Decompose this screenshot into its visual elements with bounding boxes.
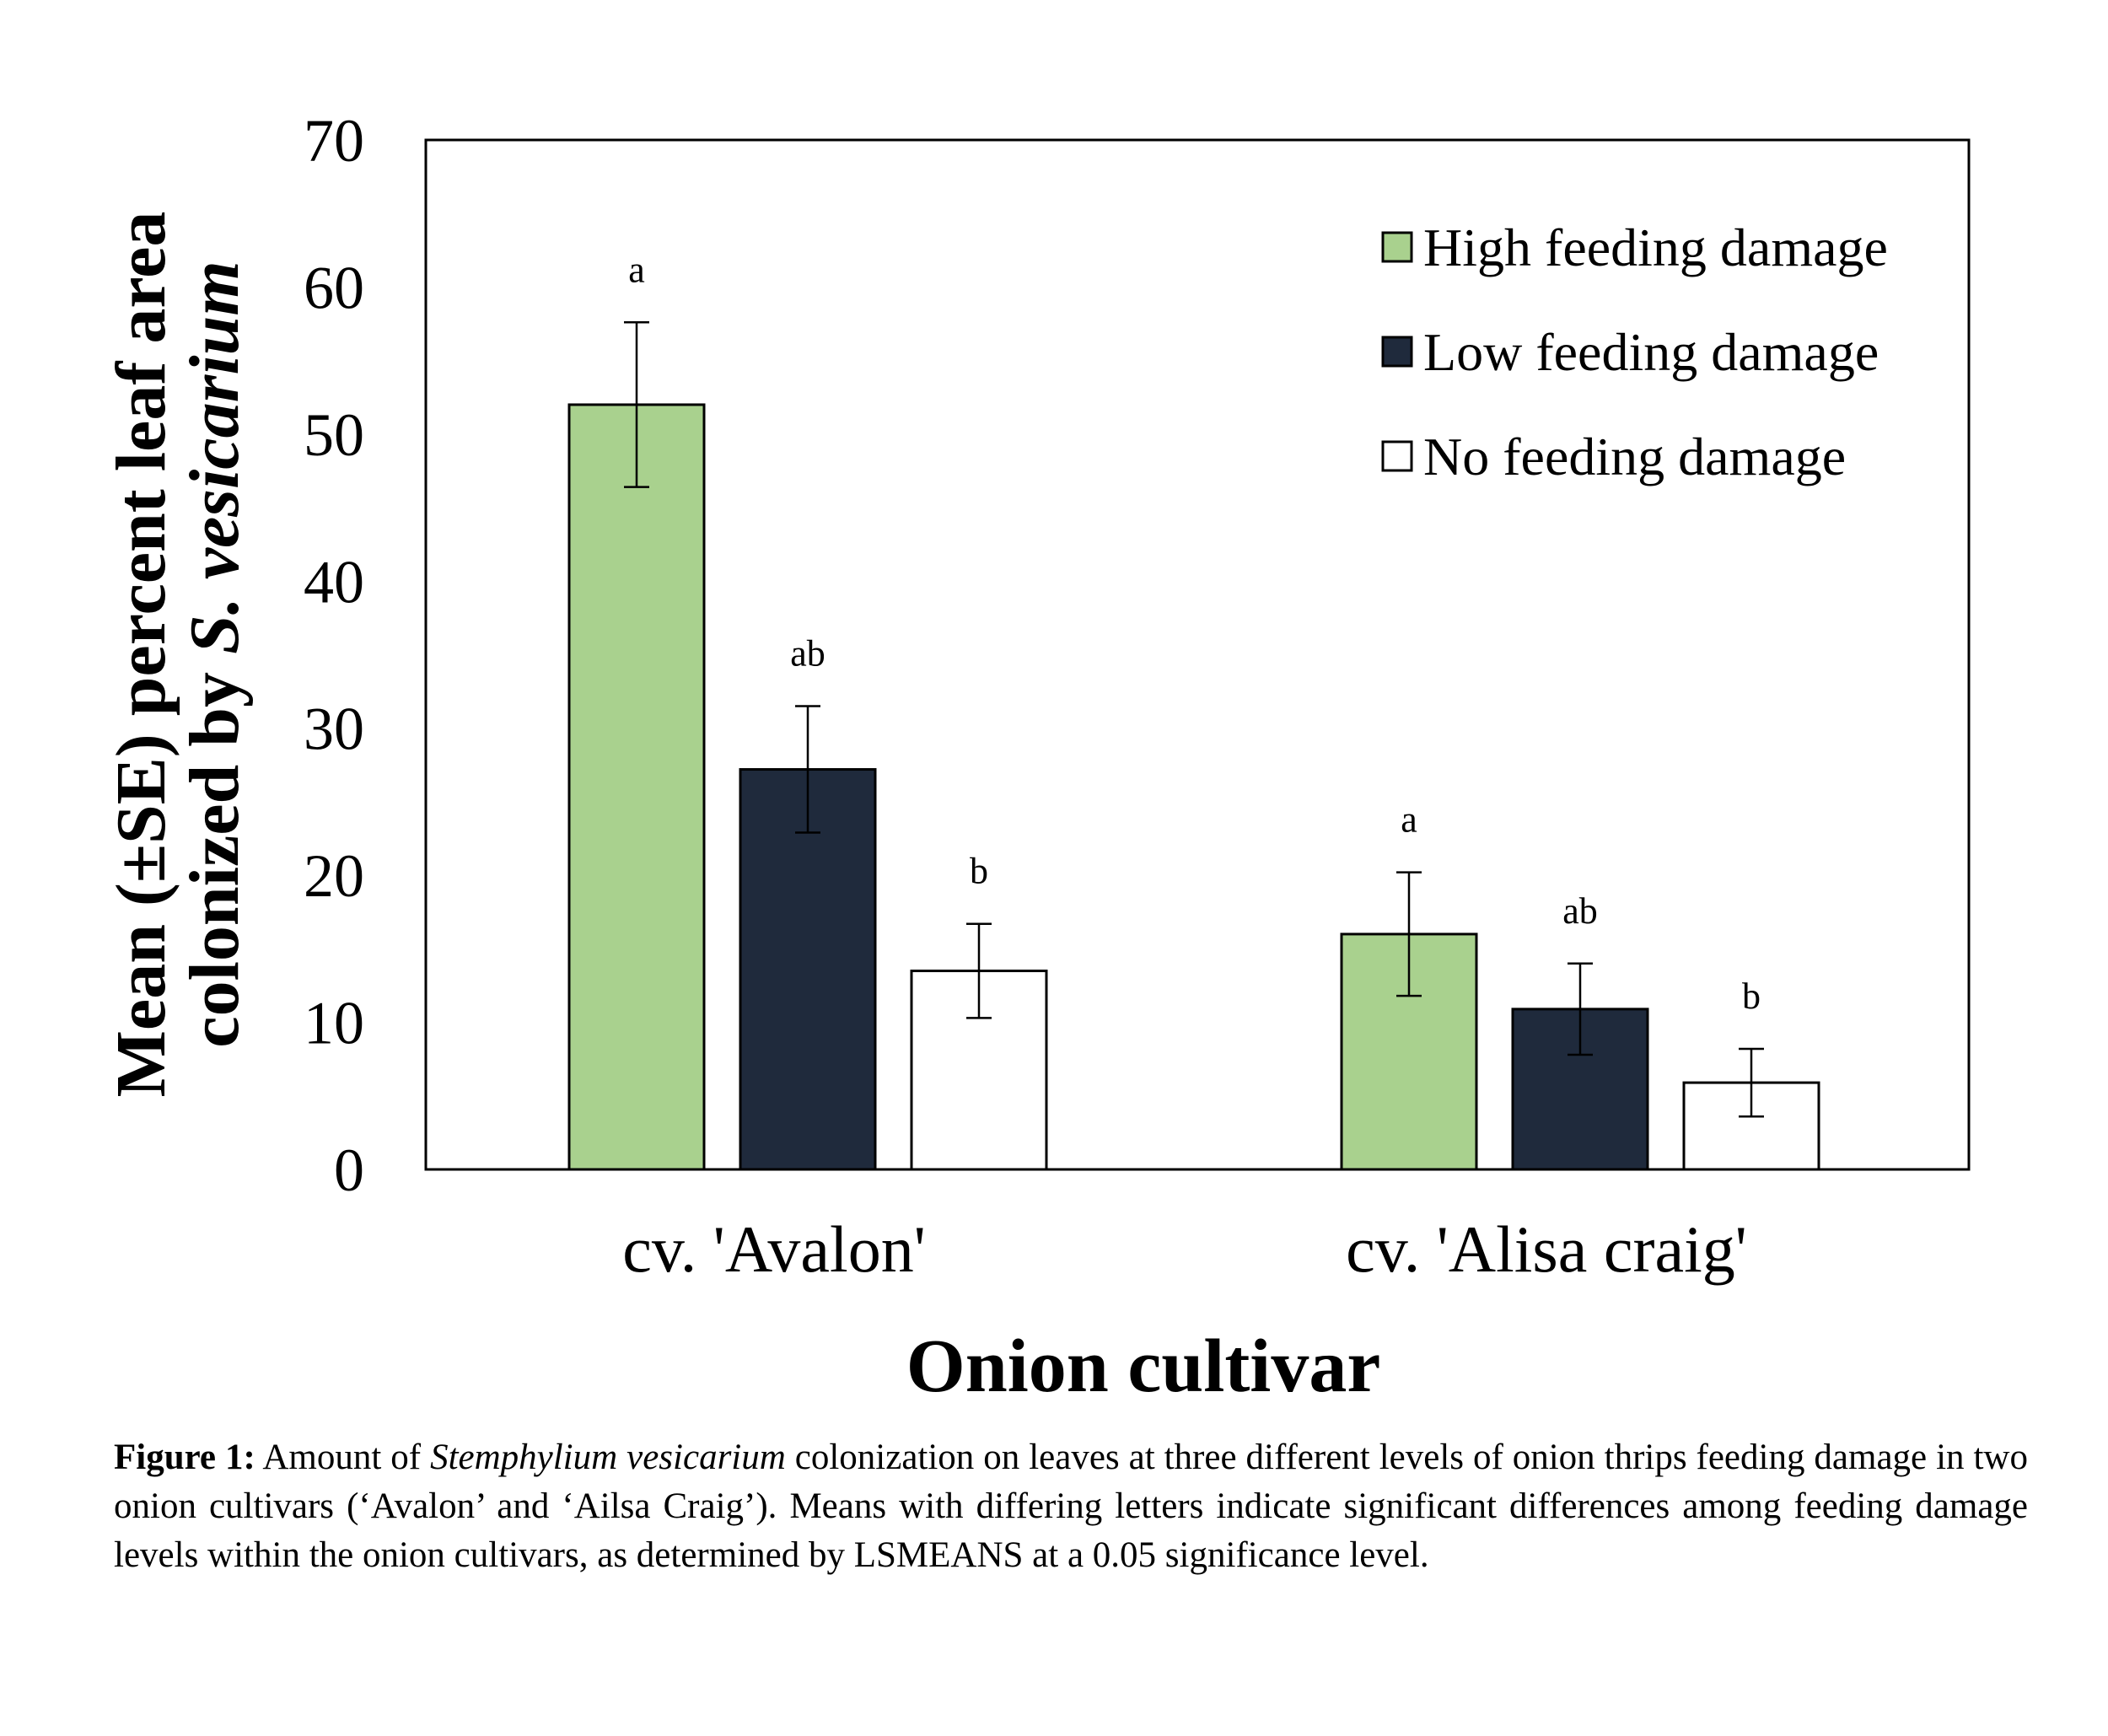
y-tick-label: 10: [304, 990, 364, 1057]
legend: High feeding damage Low feeding damage No …: [1381, 218, 1888, 486]
bar: [739, 768, 877, 1171]
error-bars: [624, 321, 1764, 1118]
caption-text-after: colonization on leaves at three differen…: [114, 1438, 2028, 1575]
significance-letter: a: [1401, 799, 1417, 841]
legend-swatch: [1381, 440, 1413, 472]
legend-label: Low feeding damage: [1423, 322, 1879, 382]
y-tick-label: 40: [304, 548, 364, 615]
y-tick-label: 70: [304, 107, 364, 175]
x-axis-category-labels: cv. 'Avalon' cv. 'Alisa craig': [622, 1212, 1747, 1286]
x-category-label: cv. 'Alisa craig': [1346, 1212, 1747, 1286]
error-bar: [1568, 962, 1593, 1056]
error-bar: [1739, 1047, 1764, 1118]
y-axis-label-species: S. vesicarium: [175, 261, 254, 654]
y-tick-label: 50: [304, 401, 364, 469]
y-axis-label-prefix: colonized by: [175, 654, 254, 1048]
legend-label: No feeding damage: [1423, 427, 1846, 486]
x-category-label: cv. 'Avalon': [622, 1212, 926, 1286]
significance-letter: b: [970, 851, 988, 892]
significance-letter: a: [628, 249, 645, 290]
plot-area-frame: [424, 138, 1971, 1171]
caption-label: Figure 1:: [114, 1438, 255, 1477]
significance-letters: a a ab ab b b: [628, 249, 1761, 1017]
y-axis-label-line1: Mean (±SE) percent leaf area: [102, 212, 180, 1098]
significance-letter: ab: [790, 633, 825, 675]
caption-text-before: Amount of: [255, 1438, 431, 1477]
y-tick-label: 0: [334, 1137, 364, 1204]
legend-swatch: [1381, 231, 1413, 263]
significance-letter: ab: [1562, 890, 1598, 932]
error-bar: [624, 321, 649, 488]
y-tick-label: 20: [304, 842, 364, 910]
bars: [567, 403, 1820, 1171]
error-bar: [1396, 871, 1422, 997]
figure-caption: Figure 1: Amount of Stemphylium vesicari…: [114, 1433, 2028, 1580]
error-bar: [795, 705, 820, 834]
y-tick-label: 30: [304, 696, 364, 763]
legend-swatch: [1381, 336, 1413, 368]
x-axis-label: Onion cultivar: [906, 1325, 1381, 1408]
significance-letter: b: [1742, 975, 1761, 1017]
legend-label: High feeding damage: [1423, 218, 1888, 277]
y-axis-label-line2: colonized by S. vesicarium: [175, 261, 254, 1047]
y-tick-label: 60: [304, 254, 364, 321]
y-axis-ticks: 0 10 20 30 40 50 60 70: [304, 107, 364, 1204]
error-bar: [966, 922, 992, 1019]
bar: [567, 403, 706, 1171]
caption-species: Stemphylium vesicarium: [430, 1438, 786, 1477]
